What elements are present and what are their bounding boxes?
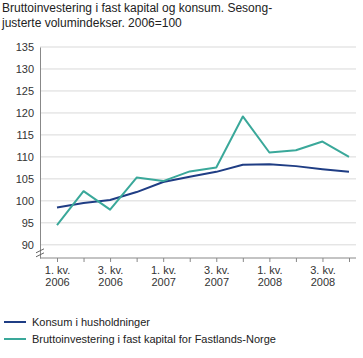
y-tick-label: 90: [22, 239, 34, 251]
y-tick: 90: [22, 239, 40, 251]
y-tick: 125: [16, 85, 40, 97]
y-tick-label: 95: [22, 217, 34, 229]
y-tick: 110: [16, 151, 40, 163]
x-axis: 1. kv.2006 3. kv.2006 1. kv.2007 3. kv.2007…: [40, 258, 356, 288]
grid-line: [40, 90, 356, 91]
y-tick-label: 105: [16, 173, 34, 185]
grid-line: [40, 200, 356, 201]
y-tick-label: 130: [16, 63, 34, 75]
x-tick-label: 1. kv.2006: [45, 264, 70, 289]
legend: Konsum i husholdninger Bruttoinvestering …: [4, 316, 276, 345]
y-axis-line: [40, 48, 41, 259]
x-tick-label: 3. kv.2008: [310, 264, 335, 289]
x-tick-label: 1. kv.2007: [151, 264, 176, 289]
x-tick: [243, 258, 244, 262]
legend-label: Bruttoinvestering i fast kapital for Fas…: [32, 333, 276, 345]
grid: [40, 47, 356, 245]
grid-line: [40, 47, 356, 48]
chart: Bruttoinvestering i fast kapital og kons…: [0, 0, 363, 358]
x-tick-label: 1. kv.2008: [257, 264, 282, 289]
grid-line: [40, 156, 356, 157]
x-tick: [137, 258, 138, 262]
title: justerte volumindekser. 2006=100: [1, 16, 182, 30]
y-tick-label: 125: [16, 85, 34, 97]
grid-line: [40, 222, 356, 223]
y-tick-label: 115: [16, 129, 34, 141]
grid-line: [40, 178, 356, 179]
lines: [57, 116, 349, 225]
legend-label: Konsum i husholdninger: [32, 316, 150, 328]
y-tick-label: 135: [16, 41, 34, 53]
x-axis-line: [40, 258, 356, 259]
x-tick: [84, 258, 85, 262]
y-tick-label: 100: [16, 195, 34, 207]
axis-break: [36, 249, 44, 257]
grid-line: [40, 112, 356, 113]
y-tick: 135: [16, 41, 40, 53]
legend-swatch: [4, 338, 26, 340]
y-tick: 100: [16, 195, 40, 207]
legend-swatch: [4, 321, 26, 323]
y-axis: 90 95 100 105 110 115 120 125 130 135: [16, 41, 41, 258]
y-tick: 120: [16, 107, 40, 119]
y-tick-label: 120: [16, 107, 34, 119]
y-tick: 95: [22, 217, 40, 229]
x-tick: 3. kv.2007: [204, 258, 229, 288]
x-tick: 1. kv.2007: [151, 258, 176, 288]
x-tick: 1. kv.2006: [45, 258, 70, 288]
x-tick: [296, 258, 297, 262]
title: Bruttoinvestering i fast kapital og kons…: [2, 1, 272, 15]
x-tick-label: 3. kv.2006: [98, 264, 123, 289]
series-line: [57, 116, 349, 225]
x-tick-label: 3. kv.2007: [204, 264, 229, 289]
x-tick: 1. kv.2008: [257, 258, 282, 288]
x-tick: [190, 258, 191, 262]
x-tick: [349, 258, 350, 262]
grid-line: [40, 68, 356, 69]
x-tick: 3. kv.2008: [310, 258, 335, 288]
grid-line: [40, 244, 356, 245]
series-line: [57, 164, 349, 207]
y-tick: 115: [16, 129, 40, 141]
y-tick: 130: [16, 63, 40, 75]
x-tick: 3. kv.2006: [98, 258, 123, 288]
grid-line: [40, 134, 356, 135]
y-tick: 105: [16, 173, 40, 185]
y-tick-label: 110: [16, 151, 34, 163]
